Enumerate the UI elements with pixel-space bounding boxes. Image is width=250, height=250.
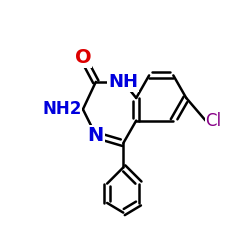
Text: Cl: Cl [206, 112, 222, 130]
Text: O: O [74, 48, 91, 67]
Text: NH2: NH2 [42, 100, 82, 118]
Text: NH: NH [108, 73, 138, 91]
Text: N: N [88, 126, 104, 145]
